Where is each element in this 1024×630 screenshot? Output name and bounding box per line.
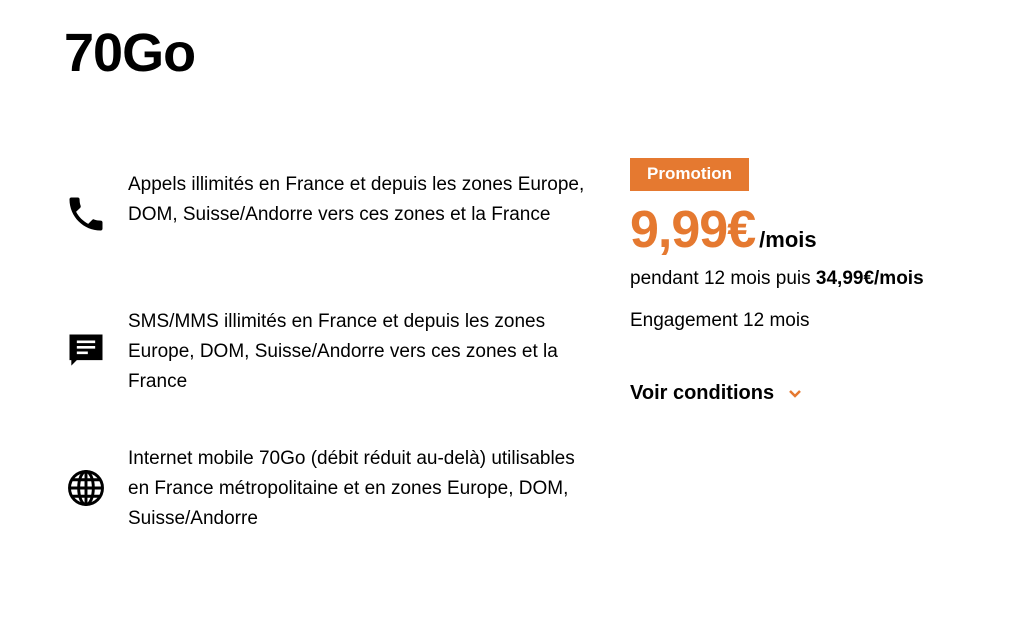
feature-text: SMS/MMS illimités en France et depuis le… <box>128 311 558 392</box>
price-period: /mois <box>759 227 817 252</box>
price-amount: 9,99€ <box>630 201 756 259</box>
engagement: Engagement 12 mois <box>630 310 810 331</box>
after-price: 34,99€/mois <box>815 268 924 289</box>
price: 9,99€/mois <box>630 200 817 260</box>
phone-icon <box>69 197 103 231</box>
plan-title: 70Go <box>64 23 196 83</box>
globe-icon <box>68 470 104 506</box>
price-duration: pendant 12 mois puis 34,99€/mois <box>630 268 924 290</box>
duration-text: pendant 12 mois puis <box>630 268 816 289</box>
chevron-down-icon <box>789 389 801 398</box>
voir-conditions-label: Voir conditions <box>630 382 775 404</box>
feature-text: Appels illimités en France et depuis les… <box>128 174 585 225</box>
promotion-badge: Promotion <box>630 158 749 191</box>
message-icon <box>69 334 103 366</box>
feature-text: Internet mobile 70Go (débit réduit au-de… <box>128 448 575 529</box>
voir-conditions-button[interactable]: Voir conditions <box>630 382 802 405</box>
